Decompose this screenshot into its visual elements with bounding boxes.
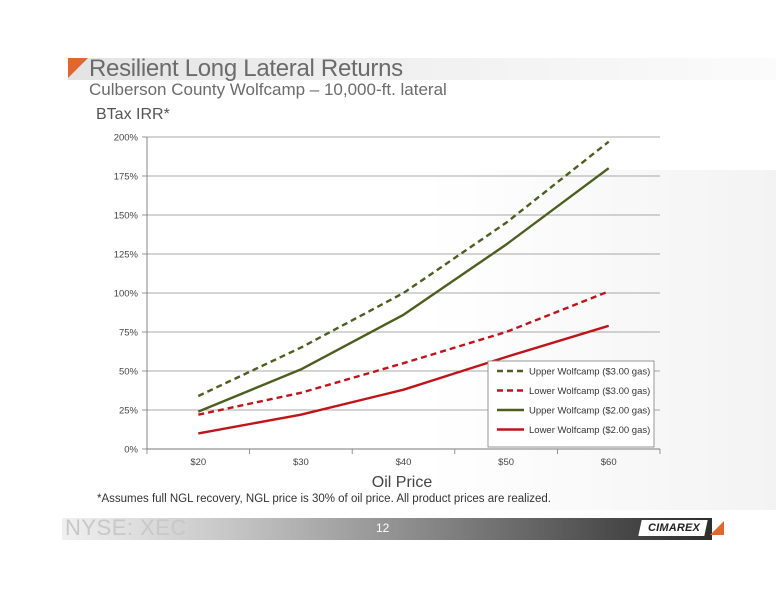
x-tick-label: $20 (190, 457, 206, 468)
page-number: 12 (376, 521, 390, 535)
y-axis-title: BTax IRR* (96, 106, 170, 123)
series-line-2 (198, 290, 610, 416)
series-line-1 (197, 140, 610, 398)
chart-legend: Upper Wolfcamp ($3.00 gas) Lower Wolfcamp… (487, 360, 655, 448)
legend-label: Lower Wolfcamp ($2.00 gas) (529, 425, 650, 436)
x-tick-label: $40 (396, 457, 412, 468)
x-tick-label: $60 (601, 457, 617, 468)
y-tick-label: 0% (124, 445, 138, 456)
page-subtitle: Culberson County Wolfcamp – 10,000-ft. l… (89, 80, 447, 99)
y-tick-label: 100% (114, 289, 139, 300)
ticker-symbol: NYSE: XEC (65, 515, 187, 540)
x-tick-labels: $20 $30 $40 $50 $60 (190, 457, 616, 468)
y-tick-label: 150% (114, 211, 139, 222)
cimarex-logo-text: CIMAREX (647, 522, 701, 534)
series-line-3 (197, 167, 610, 413)
title-band (68, 58, 776, 80)
x-tick-label: $30 (293, 457, 309, 468)
footer-band (62, 518, 712, 540)
y-tick-label: 75% (119, 328, 139, 339)
legend-label: Upper Wolfcamp ($2.00 gas) (529, 406, 650, 417)
axes (142, 136, 661, 454)
y-tick-labels: 0% 25% 50% 75% 100% 125% 150% 175% 200% (114, 133, 139, 456)
y-tick-label: 175% (114, 172, 139, 183)
legend-box (487, 360, 655, 448)
legend-label: Lower Wolfcamp ($3.00 gas) (529, 386, 650, 397)
y-tick-label: 200% (114, 133, 139, 144)
y-tick-label: 25% (119, 406, 139, 417)
slide-background-gradient (0, 170, 776, 510)
x-axis-title: Oil Price (372, 474, 433, 491)
series-lines (197, 140, 610, 435)
y-tick-label: 125% (114, 250, 139, 261)
logo-accent-triangle-icon (710, 521, 724, 535)
legend-label: Upper Wolfcamp ($3.00 gas) (529, 367, 650, 378)
y-tick-label: 50% (119, 367, 139, 378)
footnote: *Assumes full NGL recovery, NGL price is… (97, 493, 552, 505)
x-tick-label: $50 (498, 457, 514, 468)
page-title: Resilient Long Lateral Returns (89, 55, 403, 82)
series-line-4 (198, 324, 610, 435)
accent-triangle-icon (68, 58, 88, 78)
